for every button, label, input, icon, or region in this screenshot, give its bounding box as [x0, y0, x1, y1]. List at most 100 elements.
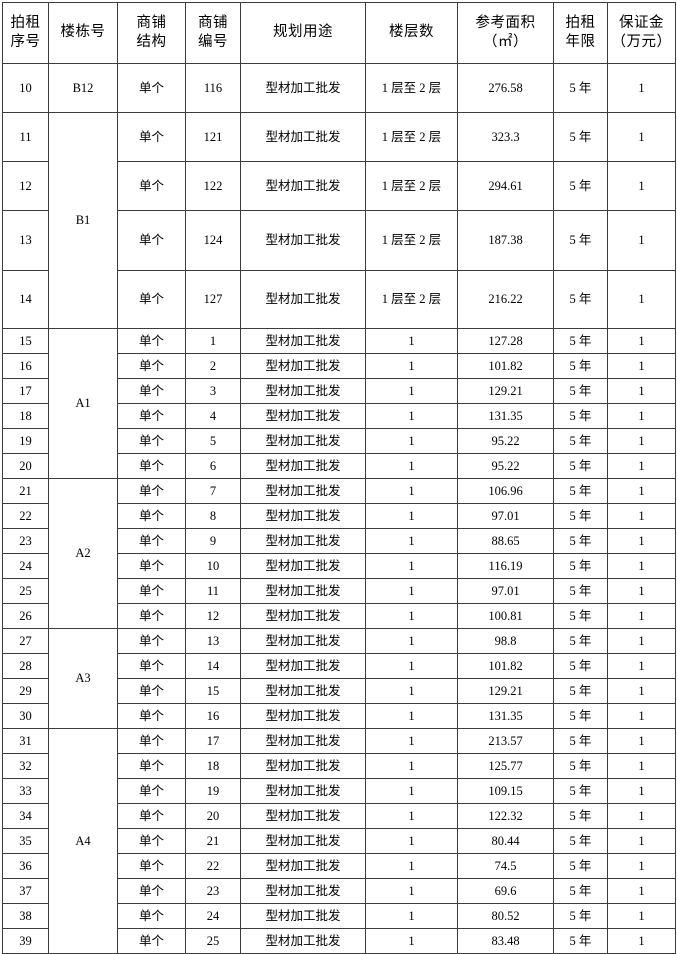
cell-floor-count: 1: [365, 503, 458, 529]
cell-shop-number: 19: [185, 778, 241, 804]
cell-lease-term: 5 年: [553, 453, 608, 479]
cell-deposit-amount: 1: [607, 703, 676, 729]
cell-reference-area: 69.6: [457, 878, 554, 904]
cell-lease-sequence: 24: [2, 553, 49, 579]
cell-shop-number: 9: [185, 528, 241, 554]
cell-planned-usage: 型材加工批发: [240, 403, 366, 429]
cell-lease-sequence: 39: [2, 928, 49, 954]
cell-deposit-amount: 1: [607, 503, 676, 529]
cell-planned-usage: 型材加工批发: [240, 603, 366, 629]
cell-lease-sequence: 25: [2, 578, 49, 604]
cell-building-number: A4: [48, 728, 118, 954]
cell-building-number: A1: [48, 328, 118, 479]
cell-floor-count: 1: [365, 578, 458, 604]
cell-shop-number: 124: [185, 210, 241, 271]
cell-floor-count: 1: [365, 428, 458, 454]
cell-shop-structure: 单个: [117, 428, 186, 454]
cell-planned-usage: 型材加工批发: [240, 453, 366, 479]
cell-shop-number: 22: [185, 853, 241, 879]
cell-lease-term: 5 年: [553, 112, 608, 162]
cell-deposit-amount: 1: [607, 63, 676, 113]
cell-lease-term: 5 年: [553, 653, 608, 679]
cell-lease-sequence: 22: [2, 503, 49, 529]
cell-shop-structure: 单个: [117, 270, 186, 329]
cell-reference-area: 216.22: [457, 270, 554, 329]
column-header-area: 参考面积 （㎡）: [457, 2, 554, 64]
cell-shop-structure: 单个: [117, 878, 186, 904]
cell-floor-count: 1: [365, 703, 458, 729]
column-header-struct-line: 商铺: [136, 14, 167, 31]
cell-floor-count: 1: [365, 878, 458, 904]
cell-lease-term: 5 年: [553, 703, 608, 729]
cell-deposit-amount: 1: [607, 328, 676, 354]
cell-lease-sequence: 11: [2, 112, 49, 162]
cell-lease-sequence: 33: [2, 778, 49, 804]
cell-deposit-amount: 1: [607, 678, 676, 704]
cell-shop-number: 18: [185, 753, 241, 779]
cell-reference-area: 294.61: [457, 161, 554, 211]
cell-shop-structure: 单个: [117, 653, 186, 679]
cell-lease-sequence: 27: [2, 628, 49, 654]
cell-planned-usage: 型材加工批发: [240, 678, 366, 704]
cell-lease-sequence: 15: [2, 328, 49, 354]
cell-deposit-amount: 1: [607, 403, 676, 429]
cell-reference-area: 276.58: [457, 63, 554, 113]
cell-building-number: B12: [48, 63, 118, 113]
cell-planned-usage: 型材加工批发: [240, 478, 366, 504]
cell-lease-sequence: 12: [2, 161, 49, 211]
column-header-building-line: 楼栋号: [60, 24, 106, 41]
cell-lease-term: 5 年: [553, 478, 608, 504]
cell-lease-sequence: 20: [2, 453, 49, 479]
cell-reference-area: 131.35: [457, 703, 554, 729]
cell-reference-area: 127.28: [457, 328, 554, 354]
column-header-area-line: 参考面积: [475, 14, 536, 31]
cell-deposit-amount: 1: [607, 803, 676, 829]
cell-lease-term: 5 年: [553, 270, 608, 329]
cell-shop-number: 116: [185, 63, 241, 113]
cell-shop-structure: 单个: [117, 328, 186, 354]
column-header-shopno-line: 商铺: [198, 14, 228, 31]
cell-floor-count: 1: [365, 478, 458, 504]
cell-shop-structure: 单个: [117, 853, 186, 879]
cell-lease-term: 5 年: [553, 803, 608, 829]
cell-lease-sequence: 17: [2, 378, 49, 404]
cell-lease-term: 5 年: [553, 728, 608, 754]
cell-lease-sequence: 21: [2, 478, 49, 504]
cell-planned-usage: 型材加工批发: [240, 503, 366, 529]
cell-lease-sequence: 36: [2, 853, 49, 879]
column-header-usage-line: 规划用途: [273, 24, 333, 41]
cell-shop-number: 11: [185, 578, 241, 604]
cell-shop-number: 4: [185, 403, 241, 429]
cell-floor-count: 1: [365, 528, 458, 554]
cell-shop-number: 14: [185, 653, 241, 679]
cell-floor-count: 1: [365, 653, 458, 679]
cell-lease-sequence: 10: [2, 63, 49, 113]
cell-floor-count: 1: [365, 928, 458, 954]
cell-deposit-amount: 1: [607, 728, 676, 754]
cell-reference-area: 122.32: [457, 803, 554, 829]
cell-planned-usage: 型材加工批发: [240, 653, 366, 679]
cell-reference-area: 98.8: [457, 628, 554, 654]
cell-shop-number: 21: [185, 828, 241, 854]
cell-planned-usage: 型材加工批发: [240, 553, 366, 579]
cell-shop-number: 17: [185, 728, 241, 754]
cell-lease-term: 5 年: [553, 928, 608, 954]
cell-deposit-amount: 1: [607, 928, 676, 954]
cell-reference-area: 213.57: [457, 728, 554, 754]
cell-floor-count: 1: [365, 628, 458, 654]
cell-lease-sequence: 32: [2, 753, 49, 779]
cell-deposit-amount: 1: [607, 353, 676, 379]
cell-shop-number: 16: [185, 703, 241, 729]
cell-lease-sequence: 23: [2, 528, 49, 554]
cell-reference-area: 109.15: [457, 778, 554, 804]
cell-lease-term: 5 年: [553, 328, 608, 354]
cell-shop-number: 7: [185, 478, 241, 504]
cell-floor-count: 1: [365, 353, 458, 379]
cell-shop-structure: 单个: [117, 161, 186, 211]
cell-shop-number: 10: [185, 553, 241, 579]
